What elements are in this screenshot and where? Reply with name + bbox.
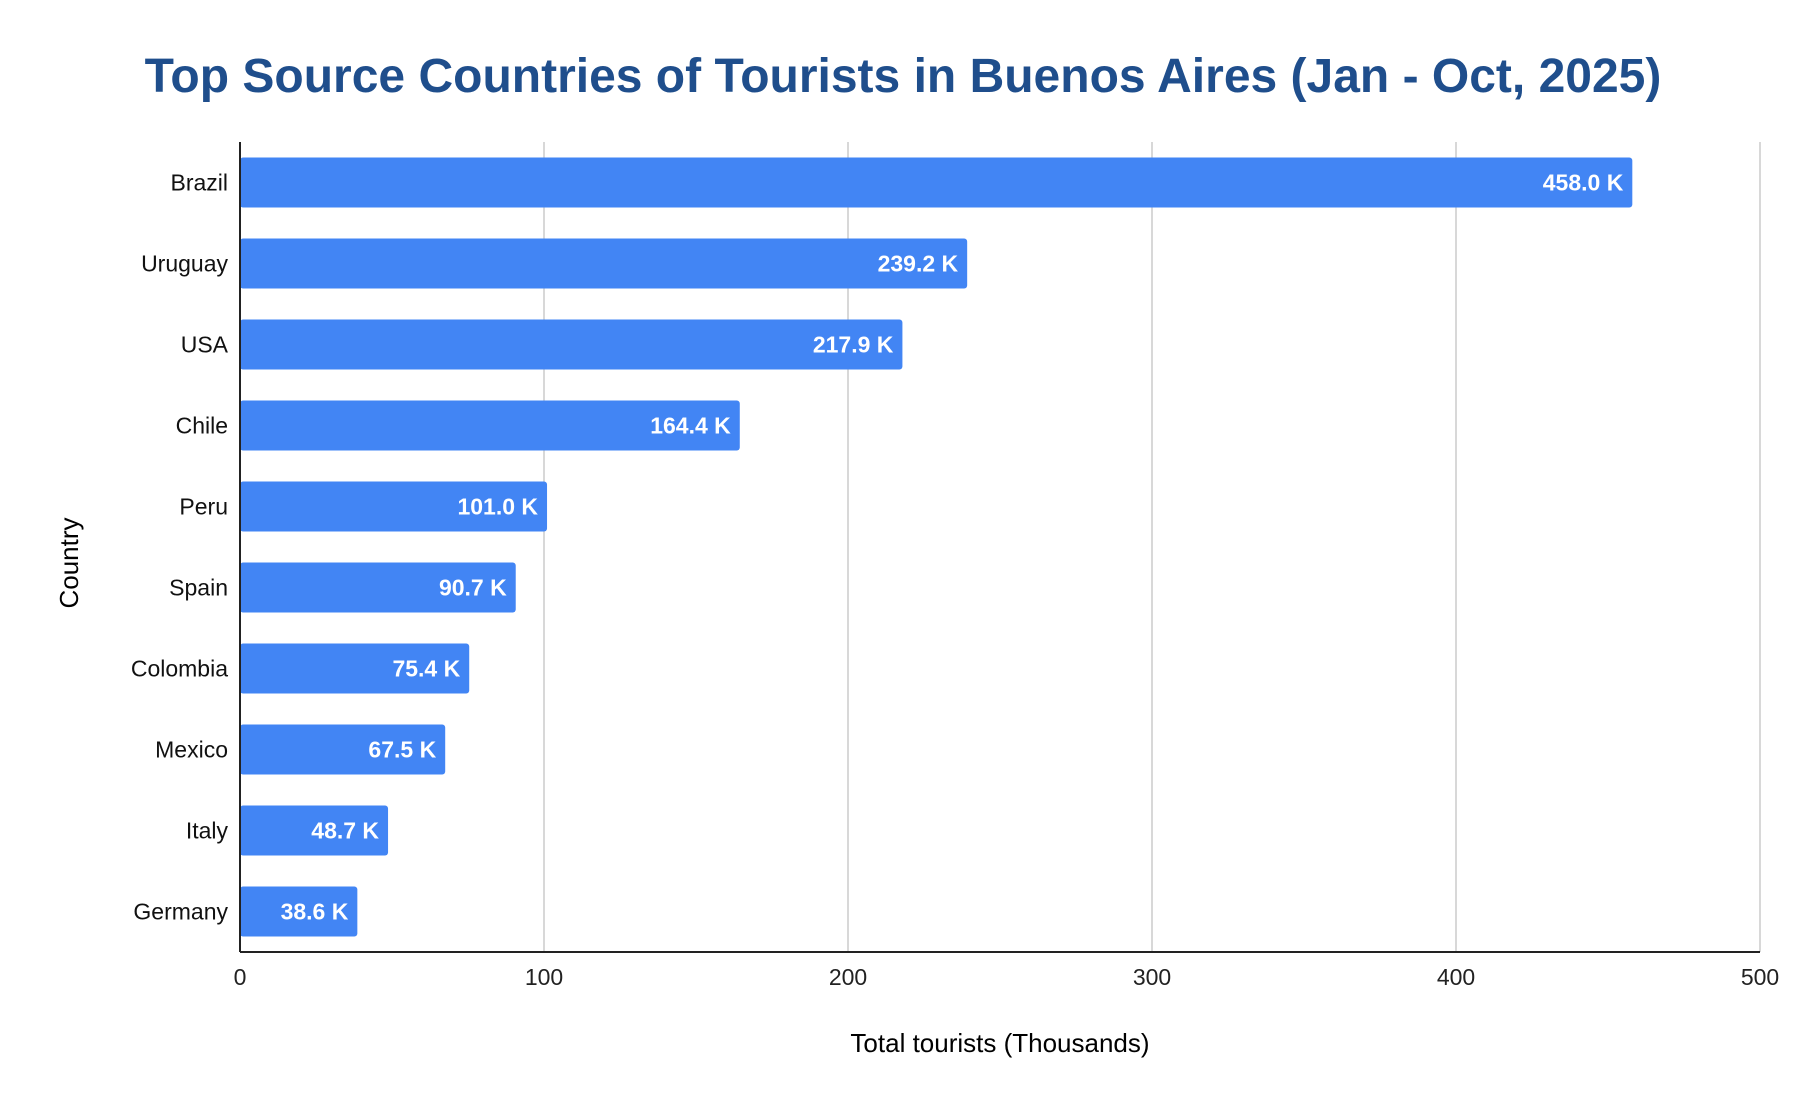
data-label: 458.0 K [1543, 170, 1624, 196]
y-category-label: Spain [169, 575, 228, 601]
y-category-label: Chile [176, 413, 228, 439]
data-label: 38.6 K [281, 899, 349, 925]
bar [240, 319, 903, 370]
bar [240, 400, 740, 451]
x-tick-label: 500 [1741, 964, 1779, 990]
data-label: 217.9 K [813, 332, 894, 358]
data-label: 75.4 K [392, 656, 460, 682]
y-category-label: USA [181, 332, 229, 358]
data-label: 239.2 K [878, 251, 959, 277]
y-category-label: Peru [179, 494, 228, 520]
y-category-label: Mexico [155, 737, 228, 763]
y-axis-title: Country [54, 517, 84, 608]
bars: 458.0 K 239.2 K 217.9 K 164.4 K 101.0 K 90.7 … [240, 157, 1633, 937]
data-label: 164.4 K [650, 413, 731, 439]
bar [240, 157, 1633, 208]
data-label: 101.0 K [457, 494, 538, 520]
bar [240, 562, 516, 613]
y-category-label: Italy [186, 818, 229, 844]
bar [240, 886, 358, 937]
y-category-label: Colombia [131, 656, 228, 682]
x-tick-label: 0 [234, 964, 247, 990]
x-tick-label: 400 [1437, 964, 1475, 990]
y-category-label: Uruguay [141, 251, 228, 277]
x-axis-title: Total tourists (Thousands) [850, 1028, 1149, 1058]
bar [240, 643, 470, 694]
y-category-label: Brazil [170, 170, 228, 196]
x-tick-label: 200 [829, 964, 867, 990]
chart-title: Top Source Countries of Tourists in Buen… [145, 50, 1662, 103]
axes: 0 100 200 300 400 500 Brazil Uruguay USA Chile Per… [131, 142, 1779, 990]
x-tick-label: 300 [1133, 964, 1171, 990]
x-tick-label: 100 [525, 964, 563, 990]
data-label: 48.7 K [311, 818, 379, 844]
bar [240, 238, 968, 289]
data-label: 67.5 K [368, 737, 436, 763]
y-category-label: Germany [133, 899, 228, 925]
data-label: 90.7 K [439, 575, 507, 601]
bar [240, 481, 548, 532]
bar [240, 724, 446, 775]
bar [240, 805, 389, 856]
